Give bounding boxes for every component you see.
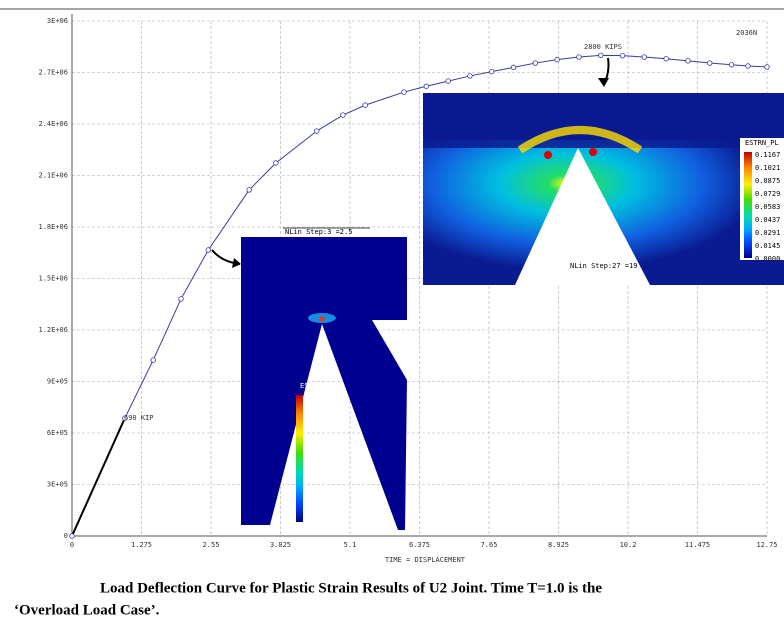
x-tick-label: 7.65 xyxy=(481,541,498,549)
annotation: 690 KIP xyxy=(124,414,154,422)
inset-left: NLin Step:3 =2.5 ESTRN_PLT 0.010000 0.008… xyxy=(241,227,407,530)
y-tick-label: 0 xyxy=(64,532,68,540)
fe-gap xyxy=(515,148,650,285)
inset-title: NLin Step:27 =19 xyxy=(570,262,637,270)
legend-label: 0.0437 xyxy=(755,216,780,224)
data-point xyxy=(314,128,320,134)
legend-label: 0.0291 xyxy=(755,229,780,237)
data-point xyxy=(150,357,156,363)
legend-label: 0.1167 xyxy=(755,151,780,159)
caption: Load Deflection Curve for Plastic Strain… xyxy=(100,580,602,596)
y-tick-label: 2.7E+06 xyxy=(38,69,68,77)
legend-title: ESTRN_PLT xyxy=(300,382,339,390)
fe-peak xyxy=(544,151,552,159)
data-point xyxy=(273,160,279,166)
data-point xyxy=(764,64,770,70)
x-tick-label: 3.825 xyxy=(270,541,291,549)
data-point xyxy=(532,60,539,66)
data-point xyxy=(445,78,451,84)
x-tick-label: 6.375 xyxy=(409,541,430,549)
fe-peak xyxy=(589,148,597,156)
annotation: 2800 KIPS xyxy=(584,43,622,51)
inset-title: NLin Step:3 =2.5 xyxy=(285,228,352,236)
legend-title: ESTRN_PL xyxy=(745,139,779,147)
data-point xyxy=(641,54,648,60)
data-point xyxy=(362,102,368,108)
data-point xyxy=(489,68,495,75)
legend-label: 0.007500 xyxy=(306,425,340,433)
data-point xyxy=(510,64,517,71)
data-point xyxy=(619,52,626,59)
y-tick-label: 1.5E+06 xyxy=(38,275,68,283)
x-tick-label: 2.55 xyxy=(203,541,220,549)
fe-model xyxy=(241,237,407,530)
legend-label: 0.1021 xyxy=(755,164,780,172)
y-tick-label: 2.4E+06 xyxy=(38,120,68,128)
color-bar xyxy=(744,152,752,258)
fe-peak xyxy=(319,316,325,322)
legend-label: 0.000000 xyxy=(306,519,340,527)
data-point xyxy=(576,54,582,60)
fe-top xyxy=(423,93,784,148)
data-point xyxy=(69,533,75,539)
legend-label: 0.0583 xyxy=(755,203,780,211)
data-point xyxy=(467,73,473,79)
legend-label: 0.0145 xyxy=(755,242,780,250)
legend-label: 0.010000 xyxy=(306,393,340,401)
legend-label: 0.0729 xyxy=(755,190,780,198)
color-bar xyxy=(296,395,303,522)
data-point xyxy=(707,60,713,66)
y-tick-label: 9E+05 xyxy=(47,378,68,386)
data-line xyxy=(71,54,768,537)
x-axis-label: TIME = DISPLACEMENT xyxy=(385,556,466,564)
corner-label: 2036N xyxy=(736,29,757,37)
data-point xyxy=(401,89,407,95)
x-tick-label: 12.75 xyxy=(756,541,777,549)
data-point xyxy=(423,83,430,89)
x-tick-label: 0 xyxy=(70,541,74,549)
data-point xyxy=(340,112,346,118)
data-point xyxy=(685,58,691,64)
y-tick-label: 2.1E+06 xyxy=(38,172,68,180)
legend: 0.1167 0.1021 0.0875 0.0729 0.0583 0.0437 0.02… xyxy=(755,151,780,263)
y-tick-label: 3E+05 xyxy=(47,481,68,489)
legend-label: 0.008750 xyxy=(306,409,340,417)
data-point xyxy=(205,247,211,253)
y-tick-label: 6E+05 xyxy=(47,429,68,437)
legend-label: 0.001250 xyxy=(306,504,340,512)
x-tick-label: 8.925 xyxy=(548,541,569,549)
x-tick-label: 1.275 xyxy=(131,541,152,549)
legend-label: 0.0875 xyxy=(755,177,780,185)
legend-label: 0.003750 xyxy=(306,472,340,480)
data-point xyxy=(598,52,604,59)
caption: ‘Overload Load Case’. xyxy=(14,602,160,618)
y-tick-label: 1.8E+06 xyxy=(38,223,68,231)
legend: 0.010000 0.008750 0.007500 0.006250 0.005000… xyxy=(306,393,340,527)
legend-label: 0.006250 xyxy=(306,440,340,448)
fe-band xyxy=(517,126,643,154)
y-tick-label: 1.2E+06 xyxy=(38,326,68,334)
arrow-head xyxy=(232,258,241,268)
data-point xyxy=(663,56,669,62)
loading-line xyxy=(71,417,126,537)
data-point xyxy=(246,187,252,193)
y-tick-label: 3E+06 xyxy=(47,17,68,25)
data-point xyxy=(554,56,560,63)
legend-label: 0.005000 xyxy=(306,456,340,464)
data-point xyxy=(728,62,735,68)
x-tick-label: 11.475 xyxy=(685,541,710,549)
legend-label: 0.0000 xyxy=(755,255,780,263)
data-point xyxy=(122,415,128,421)
data-point xyxy=(745,63,751,69)
inset-right: ESTRN_PL 0.11670.10210.08750.07290.05830… xyxy=(423,93,784,285)
x-tick-label: 5.1 xyxy=(344,541,357,549)
data-point xyxy=(178,296,184,302)
arrow-head xyxy=(598,78,609,87)
x-tick-label: 10.2 xyxy=(620,541,637,549)
legend-label: 0.002500 xyxy=(306,488,340,496)
